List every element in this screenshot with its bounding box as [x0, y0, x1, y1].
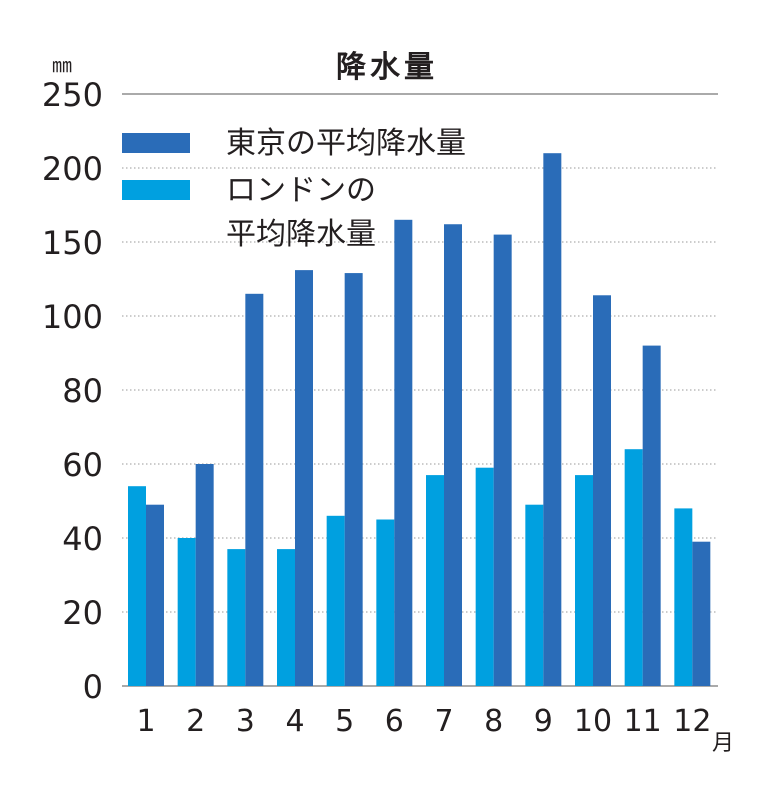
y-tick-label: 0 — [83, 668, 103, 706]
bar-tokyo — [642, 345, 661, 686]
bar-tokyo — [146, 504, 164, 686]
bar-london — [575, 475, 593, 686]
bar-london — [376, 519, 395, 686]
bar-tokyo — [195, 464, 214, 686]
legend-swatch-london — [122, 180, 190, 200]
legend-label-london: 平均降水量 — [226, 217, 376, 252]
bar-london — [227, 549, 246, 686]
bar-london — [426, 475, 444, 686]
bar-tokyo — [543, 153, 562, 686]
bar-london — [475, 467, 494, 686]
bar-london — [177, 538, 196, 686]
bar-tokyo — [444, 224, 462, 687]
x-unit-label: 月 — [712, 731, 734, 756]
bar-tokyo — [295, 270, 313, 686]
bar-london — [128, 486, 146, 686]
bar-london — [277, 549, 295, 686]
x-tick-label: 2 — [186, 704, 205, 739]
y-tick-label: 200 — [42, 150, 103, 188]
y-tick-label: 40 — [62, 520, 103, 558]
grid-lines — [122, 93, 718, 687]
bar-london — [326, 515, 345, 686]
y-tick-label: 100 — [42, 298, 103, 336]
y-unit-label: ㎜ — [52, 53, 72, 77]
bars — [128, 153, 711, 687]
x-tick-label: 8 — [484, 704, 503, 739]
y-tick-label: 60 — [62, 446, 103, 484]
bar-tokyo — [692, 541, 711, 686]
x-tick-label: 10 — [574, 704, 612, 739]
x-tick-label: 5 — [335, 704, 354, 739]
chart-title: 降水量 — [336, 50, 438, 85]
bar-tokyo — [344, 273, 363, 686]
bar-tokyo — [394, 219, 413, 687]
x-tick-label: 12 — [673, 704, 711, 739]
x-tick-label: 3 — [236, 704, 255, 739]
y-tick-label: 80 — [62, 372, 103, 410]
y-tick-labels: 0 20 40 60 80 100 150 200 250 — [42, 76, 103, 706]
x-tick-label: 11 — [624, 704, 662, 739]
y-tick-label: 150 — [42, 224, 103, 262]
x-tick-label: 7 — [434, 704, 453, 739]
x-tick-label: 1 — [136, 704, 155, 739]
x-tick-labels: 1 2 3 4 5 6 7 8 9 10 11 12 — [136, 704, 711, 739]
bar-london — [624, 449, 643, 686]
x-tick-label: 9 — [534, 704, 553, 739]
legend-label-tokyo: 東京の平均降水量 — [226, 126, 466, 161]
legend-swatch-tokyo — [122, 133, 190, 153]
y-tick-label: 20 — [62, 594, 103, 632]
bar-tokyo — [593, 295, 611, 686]
x-tick-label: 6 — [385, 704, 404, 739]
bar-london — [674, 508, 693, 686]
y-tick-label: 250 — [42, 76, 103, 114]
bar-tokyo — [493, 234, 512, 686]
x-tick-label: 4 — [285, 704, 304, 739]
bar-tokyo — [245, 293, 264, 686]
bar-london — [525, 504, 544, 686]
legend-label-london: ロンドンの — [226, 173, 376, 208]
